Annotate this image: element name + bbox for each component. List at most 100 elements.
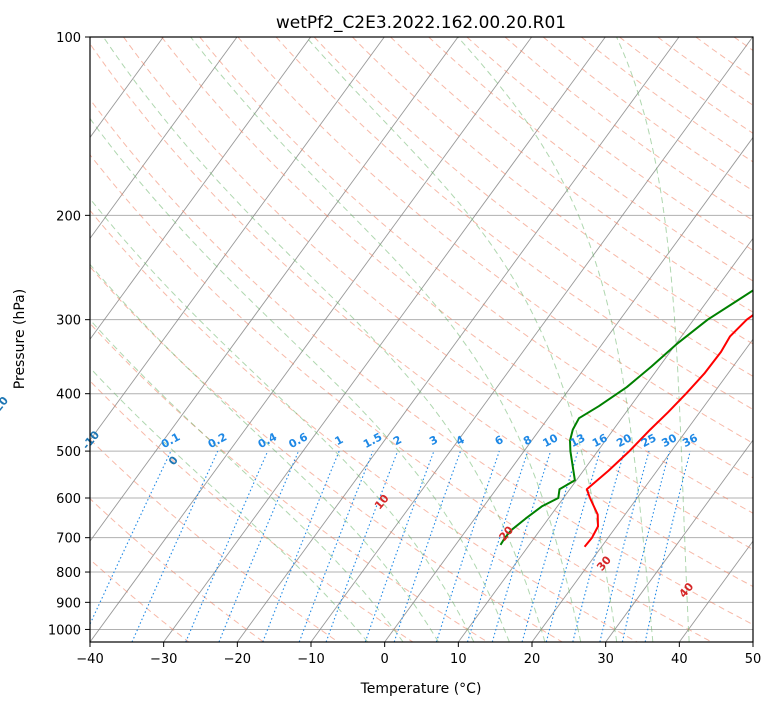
mixing-ratio-line — [263, 451, 339, 642]
mixing-ratio-line — [546, 451, 600, 642]
sounding-series — [501, 37, 775, 547]
dry-adiabat — [0, 37, 264, 642]
isotherm-line — [0, 37, 237, 642]
mixing-ratio-label: 0.1 — [159, 430, 182, 451]
isotherm-line — [0, 37, 384, 642]
plot-frame — [90, 37, 753, 642]
mixing-ratio-line — [299, 451, 373, 642]
moist-adiabat-label: 20 — [496, 523, 516, 543]
x-axis: −40 −30 −20 −10 0 10 20 30 40 50 — [76, 642, 761, 667]
dry-adiabat — [0, 37, 338, 642]
mixing-ratio-label: 1.5 — [361, 430, 384, 451]
dry-adiabat — [620, 37, 775, 642]
mixing-ratio-line — [326, 451, 398, 642]
mixing-ratio-line — [622, 451, 669, 642]
isotherm-line — [16, 37, 458, 642]
isotherm-line — [237, 37, 679, 642]
y-tick-label: 400 — [56, 388, 81, 403]
x-tick-label: −10 — [297, 652, 324, 667]
isotherm-line — [753, 37, 775, 642]
moist-adiabat — [0, 37, 403, 642]
mixing-ratio-line — [600, 451, 649, 642]
mixing-ratio-line — [394, 451, 460, 642]
x-tick-label: 10 — [450, 652, 467, 667]
x-tick-label: 40 — [671, 652, 688, 667]
x-tick-label: −30 — [150, 652, 177, 667]
isotherm-line — [385, 37, 775, 642]
x-tick-label: 30 — [597, 652, 614, 667]
mixing-ratio-label: 2 — [391, 433, 404, 448]
moist-adiabat — [458, 37, 653, 642]
dry-adiabat — [429, 37, 775, 642]
mixing-ratio-line — [82, 451, 171, 642]
mixing-ratio-line — [436, 451, 499, 642]
mixing-ratio-label: 0.2 — [206, 430, 229, 451]
mixing-ratio-line — [365, 451, 434, 642]
isotherm-line — [0, 37, 311, 642]
y-tick-label: 500 — [56, 445, 81, 460]
y-tick-label: 600 — [56, 492, 81, 507]
temperature-profile-line — [585, 37, 775, 547]
mixing-ratio-label: 0.4 — [256, 430, 280, 451]
isotherm-line — [532, 37, 775, 642]
dry-adiabat — [0, 37, 488, 642]
y-tick-label: 700 — [56, 532, 81, 547]
mixing-ratio-label: 36 — [680, 431, 700, 450]
mixing-ratio-label: 30 — [659, 431, 679, 450]
mixing-ratio-label: 3 — [427, 433, 440, 448]
y-tick-label: 300 — [56, 314, 81, 329]
moist-adiabat — [0, 37, 368, 642]
mixing-ratio-line — [645, 451, 690, 642]
x-tick-label: −40 — [76, 652, 103, 667]
x-tick-label: −20 — [224, 652, 251, 667]
mixing-ratio-line — [186, 451, 268, 642]
dry-adiabat — [543, 37, 775, 642]
x-tick-label: 50 — [745, 652, 762, 667]
y-tick-label: 900 — [56, 596, 81, 611]
moist-adiabat — [191, 37, 581, 642]
mixing-ratio-label: 1 — [333, 433, 346, 448]
chart-title: wetPf2_C2E3.2022.162.00.20.R01 — [276, 13, 566, 33]
x-axis-label: Temperature (°C) — [360, 681, 482, 697]
moist-adiabat — [617, 37, 690, 642]
dewpoint-profile-line — [501, 37, 775, 545]
dry-adiabat — [696, 37, 775, 642]
y-axis-label: Pressure (hPa) — [12, 289, 28, 389]
y-tick-label: 1000 — [48, 623, 81, 638]
dry-adiabat — [0, 37, 189, 642]
moist-adiabat — [36, 37, 510, 642]
isotherm-line — [606, 37, 775, 642]
x-tick-label: 20 — [524, 652, 541, 667]
dry-adiabat — [391, 37, 775, 642]
background-lines — [0, 37, 775, 642]
isotherm-line — [164, 37, 606, 642]
y-axis: 100 200 300 400 500 600 700 800 900 1000 — [48, 31, 90, 638]
mixing-ratio-label: 16 — [590, 431, 610, 450]
dry-adiabat — [9, 37, 712, 642]
moist-adiabat-label: 30 — [594, 553, 614, 573]
mixing-ratio-label: 10 — [541, 431, 561, 450]
dry-adiabat — [734, 37, 775, 642]
isotherm-line — [90, 37, 532, 642]
dry-adiabat — [505, 37, 775, 642]
y-tick-label: 800 — [56, 566, 81, 581]
y-tick-label: 100 — [56, 31, 81, 46]
y-tick-label: 200 — [56, 209, 81, 224]
moist-adiabat-label: 40 — [677, 580, 697, 600]
mixing-ratio-line — [492, 451, 550, 642]
mixing-ratio-line — [522, 451, 578, 642]
mixing-ratio-label: 25 — [639, 431, 659, 450]
moist-adiabat — [306, 37, 617, 642]
mixing-ratio-label: 6 — [493, 433, 506, 448]
moist-adiabat-label: 10 — [372, 492, 392, 512]
dry-adiabat — [352, 37, 775, 642]
moist-adiabat — [0, 37, 439, 642]
mixing-ratio-label: 0.6 — [287, 430, 311, 451]
dry-adiabat — [658, 37, 775, 642]
mixing-ratio-label: 20 — [614, 431, 634, 450]
x-tick-label: 0 — [381, 652, 389, 667]
dry-adiabat — [200, 37, 775, 642]
mixing-ratio-label: 4 — [454, 433, 467, 448]
